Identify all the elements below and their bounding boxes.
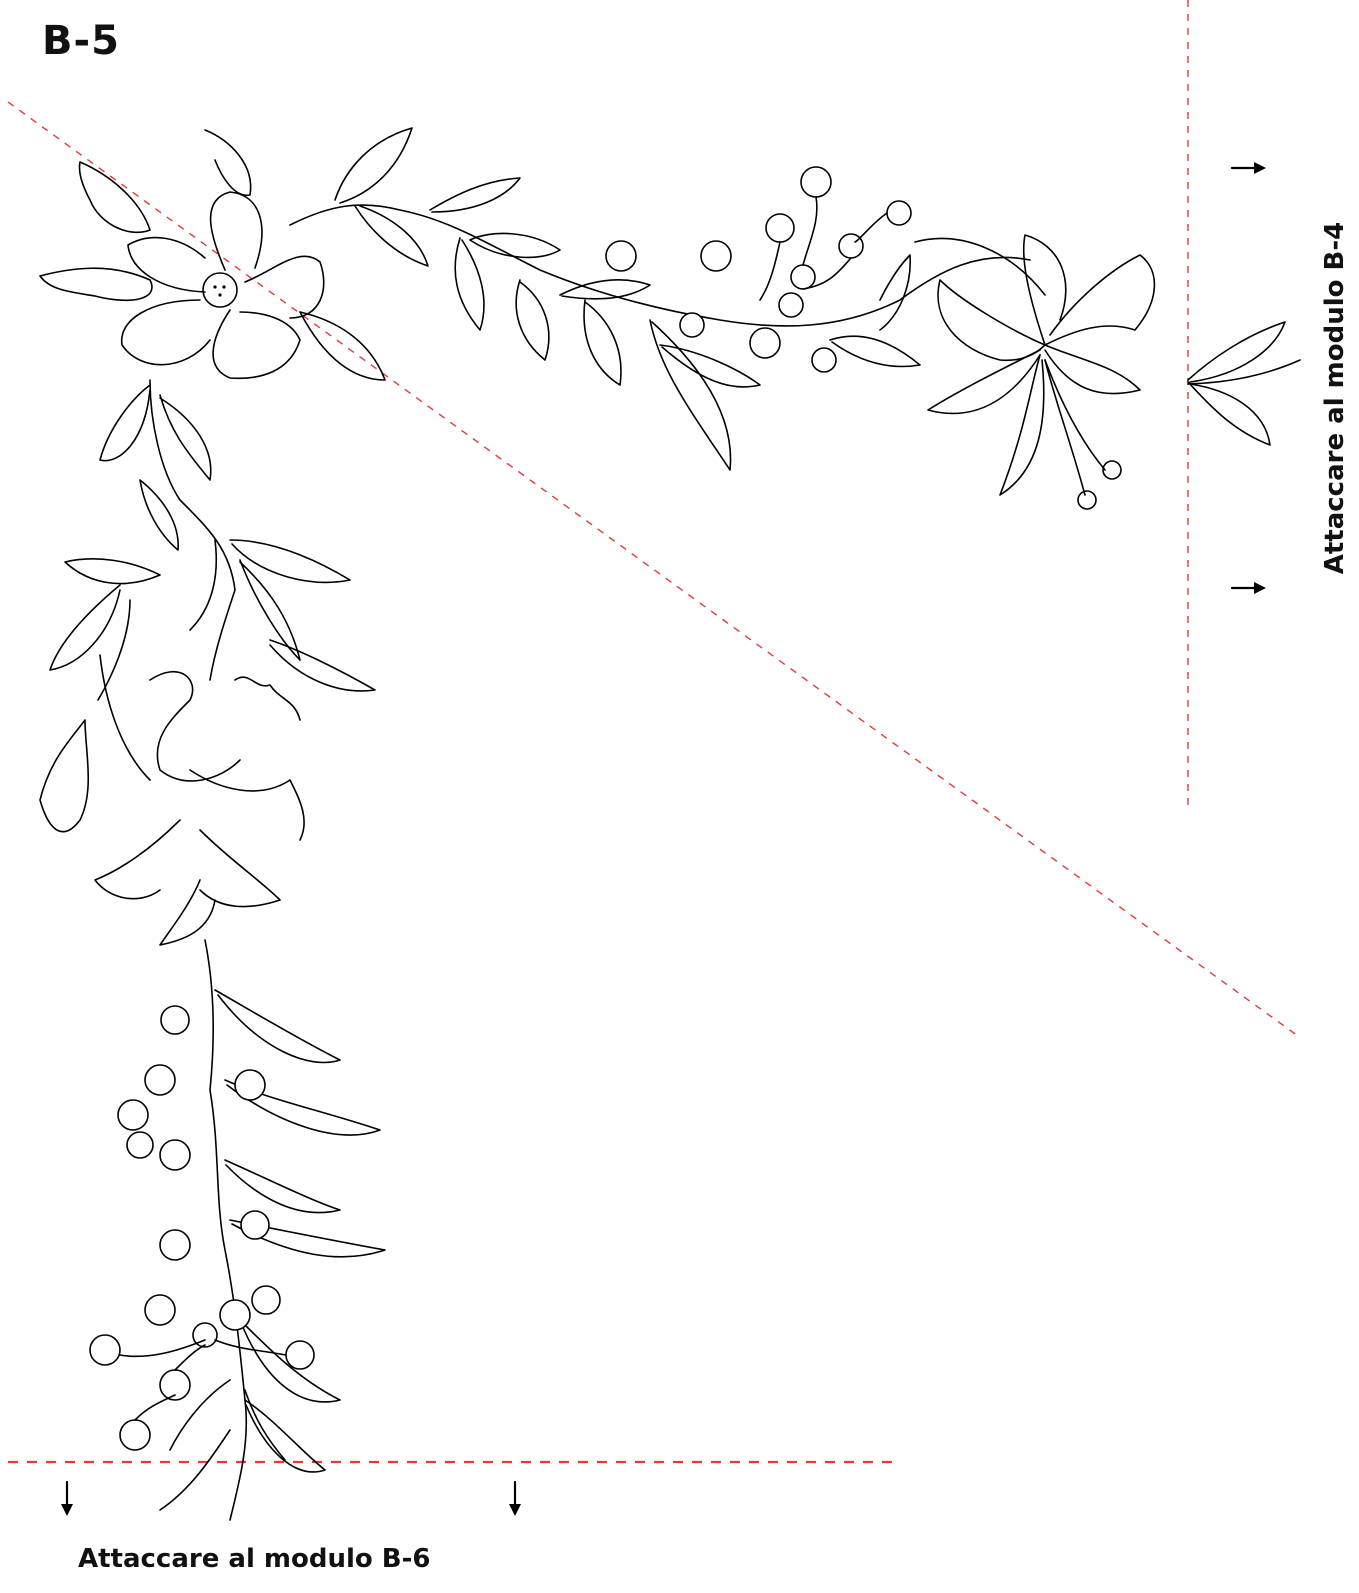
join-label-right: Attaccare al modulo B-4 [1320,221,1350,575]
top-vine [289,127,1031,471]
arrow-right-icon [1230,582,1266,594]
diagonal-guide-line [7,101,1299,1037]
arrow-down-icon [509,1480,521,1516]
module-title: B-5 [42,18,120,64]
corner-flower [39,129,386,381]
right-lily [914,234,1301,510]
arrow-down-icon [61,1480,73,1516]
arrow-right-icon [1230,162,1266,174]
berry-cluster [605,166,912,373]
left-garland [39,379,386,1521]
join-label-bottom: Attaccare al modulo B-6 [78,1544,431,1574]
